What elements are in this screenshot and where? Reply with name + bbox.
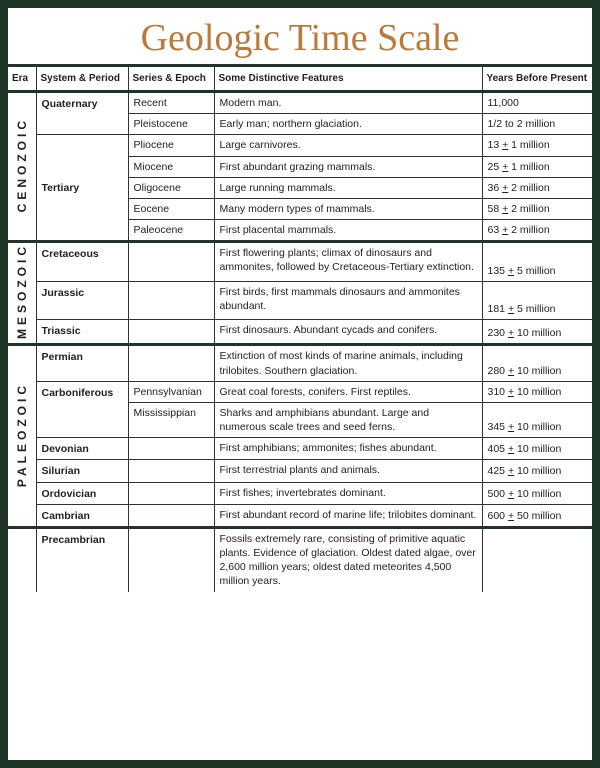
- cell-features: First abundant grazing mammals.: [214, 156, 482, 177]
- cell-system: Permian: [36, 345, 128, 381]
- cell-series: Miocene: [128, 156, 214, 177]
- col-system: System & Period: [36, 67, 128, 92]
- cell-features: Sharks and amphibians abundant. Large an…: [214, 402, 482, 437]
- cell-series: [128, 482, 214, 504]
- cell-features: Early man; northern glaciation.: [214, 114, 482, 135]
- cell-features: Extinction of most kinds of marine anima…: [214, 345, 482, 381]
- era-label: CENOZOIC: [14, 117, 30, 212]
- cell-years: 1/2 to 2 million: [482, 114, 592, 135]
- cell-series: Pliocene: [128, 135, 214, 156]
- cell-series: [128, 320, 214, 345]
- cell-features: Fossils extremely rare, consisting of pr…: [214, 527, 482, 591]
- cell-series: [128, 460, 214, 482]
- cell-features: Large running mammals.: [214, 177, 482, 198]
- cell-system: Precambrian: [36, 527, 128, 591]
- table-row: Ordovician First fishes; invertebrates d…: [8, 482, 592, 504]
- cell-series: Oligocene: [128, 177, 214, 198]
- col-features: Some Distinctive Features: [214, 67, 482, 92]
- page-title: Geologic Time Scale: [8, 8, 592, 67]
- cell-system: Quaternary: [36, 92, 128, 135]
- cell-years: 280 + 10 million: [482, 345, 592, 381]
- cell-years: 230 + 10 million: [482, 320, 592, 345]
- table-row: Jurassic First birds, first mammals dino…: [8, 281, 592, 319]
- cell-system: Jurassic: [36, 281, 128, 319]
- table-row: Precambrian Fossils extremely rare, cons…: [8, 527, 592, 591]
- cell-series: Pennsylvanian: [128, 381, 214, 402]
- cell-system: Silurian: [36, 460, 128, 482]
- cell-years: 425 + 10 million: [482, 460, 592, 482]
- cell-series: Paleocene: [128, 220, 214, 242]
- cell-system: Cretaceous: [36, 242, 128, 282]
- col-years: Years Before Present: [482, 67, 592, 92]
- table-row: MESOZOIC Cretaceous First flowering plan…: [8, 242, 592, 282]
- cell-features: First amphibians; ammonites; fishes abun…: [214, 438, 482, 460]
- cell-features: Great coal forests, conifers. First rept…: [214, 381, 482, 402]
- cell-system: Tertiary: [36, 135, 128, 242]
- cell-series: Pleistocene: [128, 114, 214, 135]
- cell-years: 405 + 10 million: [482, 438, 592, 460]
- outer-frame: Geologic Time Scale Era System & Period …: [0, 0, 600, 768]
- cell-years: 600 + 50 million: [482, 504, 592, 527]
- cell-series: [128, 281, 214, 319]
- era-mesozoic: MESOZOIC: [8, 242, 36, 345]
- header-row: Era System & Period Series & Epoch Some …: [8, 67, 592, 92]
- cell-features: First terrestrial plants and animals.: [214, 460, 482, 482]
- era-label: MESOZOIC: [14, 243, 30, 339]
- cell-features: Large carnivores.: [214, 135, 482, 156]
- cell-system: Carboniferous: [36, 381, 128, 438]
- cell-years: 135 + 5 million: [482, 242, 592, 282]
- col-series: Series & Epoch: [128, 67, 214, 92]
- cell-features: First placental mammals.: [214, 220, 482, 242]
- table-row: CENOZOIC Quaternary Recent Modern man. 1…: [8, 92, 592, 114]
- cell-years: 13 + 1 million: [482, 135, 592, 156]
- cell-features: First birds, first mammals dinosaurs and…: [214, 281, 482, 319]
- cell-years: 500 + 10 million: [482, 482, 592, 504]
- cell-features: Modern man.: [214, 92, 482, 114]
- cell-system: Ordovician: [36, 482, 128, 504]
- era-label: PALEOZOIC: [14, 382, 30, 487]
- cell-series: [128, 242, 214, 282]
- cell-features: First flowering plants; climax of dinosa…: [214, 242, 482, 282]
- geologic-table: Era System & Period Series & Epoch Some …: [8, 67, 592, 592]
- col-era: Era: [8, 67, 36, 92]
- cell-series: [128, 527, 214, 591]
- cell-years: 310 + 10 million: [482, 381, 592, 402]
- cell-system: Triassic: [36, 320, 128, 345]
- table-row: PALEOZOIC Permian Extinction of most kin…: [8, 345, 592, 381]
- cell-series: Mississippian: [128, 402, 214, 437]
- cell-years: 63 + 2 million: [482, 220, 592, 242]
- cell-series: [128, 345, 214, 381]
- cell-years: 58 + 2 million: [482, 198, 592, 219]
- table-row: Silurian First terrestrial plants and an…: [8, 460, 592, 482]
- cell-features: Many modern types of mammals.: [214, 198, 482, 219]
- cell-features: First abundant record of marine life; tr…: [214, 504, 482, 527]
- cell-years: 345 + 10 million: [482, 402, 592, 437]
- table-row: Devonian First amphibians; ammonites; fi…: [8, 438, 592, 460]
- cell-years: 181 + 5 million: [482, 281, 592, 319]
- cell-features: First fishes; invertebrates dominant.: [214, 482, 482, 504]
- cell-years: [482, 527, 592, 591]
- cell-features: First dinosaurs. Abundant cycads and con…: [214, 320, 482, 345]
- era-precambrian: [8, 527, 36, 591]
- cell-years: 25 + 1 million: [482, 156, 592, 177]
- cell-series: Recent: [128, 92, 214, 114]
- cell-system: Cambrian: [36, 504, 128, 527]
- era-paleozoic: PALEOZOIC: [8, 345, 36, 528]
- table-row: Carboniferous Pennsylvanian Great coal f…: [8, 381, 592, 402]
- table-row: Triassic First dinosaurs. Abundant cycad…: [8, 320, 592, 345]
- cell-series: Eocene: [128, 198, 214, 219]
- cell-years: 11,000: [482, 92, 592, 114]
- cell-series: [128, 504, 214, 527]
- cell-years: 36 + 2 million: [482, 177, 592, 198]
- table-row: Cambrian First abundant record of marine…: [8, 504, 592, 527]
- cell-system: Devonian: [36, 438, 128, 460]
- era-cenozoic: CENOZOIC: [8, 92, 36, 242]
- cell-series: [128, 438, 214, 460]
- table-row: Tertiary Pliocene Large carnivores. 13 +…: [8, 135, 592, 156]
